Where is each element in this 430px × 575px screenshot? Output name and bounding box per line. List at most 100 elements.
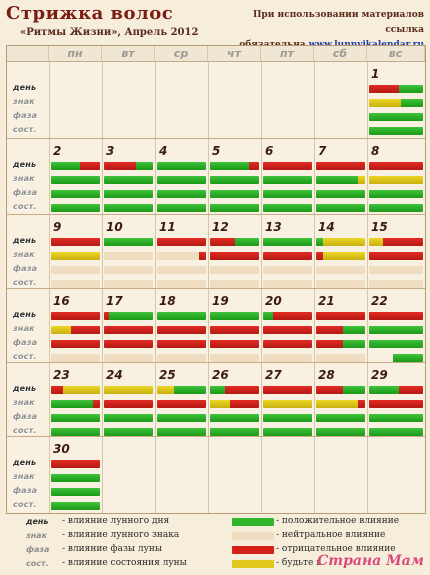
bar-segment xyxy=(234,238,259,246)
influence-bar xyxy=(369,99,423,107)
influence-bar xyxy=(316,354,365,362)
bar-segment xyxy=(342,340,365,348)
influence-bar xyxy=(157,386,206,394)
row-label-faza: фаза xyxy=(13,486,38,495)
bar-segment xyxy=(104,326,153,334)
influence-bar xyxy=(369,400,423,408)
influence-bar xyxy=(157,354,206,362)
influence-bar xyxy=(51,400,100,408)
influence-bar xyxy=(369,326,423,334)
influence-bar xyxy=(51,312,100,320)
bar-segment xyxy=(369,312,423,320)
row-divider xyxy=(7,288,425,289)
day-number: 21 xyxy=(318,294,335,308)
influence-bar xyxy=(51,474,100,482)
bar-segment xyxy=(104,252,153,260)
bar-segment xyxy=(51,190,100,198)
legend-description: - положительное влияние xyxy=(276,516,400,526)
influence-bar xyxy=(157,190,206,198)
bar-segment xyxy=(263,326,312,334)
influence-bar xyxy=(51,280,100,288)
row-label-znak: знак xyxy=(13,97,35,106)
bar-segment xyxy=(316,340,343,348)
influence-bar xyxy=(263,414,312,422)
bar-segment xyxy=(263,204,312,212)
bar-segment xyxy=(369,354,393,362)
bar-segment xyxy=(51,312,100,320)
legend-description: - влияние состояния луны xyxy=(62,558,187,568)
influence-bar xyxy=(369,190,423,198)
bar-segment xyxy=(263,280,312,288)
day-number: 11 xyxy=(159,220,176,234)
influence-bar xyxy=(104,326,153,334)
column-divider xyxy=(155,61,156,513)
column-divider xyxy=(314,61,315,513)
bar-segment xyxy=(157,428,206,436)
influence-bar xyxy=(51,414,100,422)
influence-bar xyxy=(263,238,312,246)
header-corner xyxy=(7,46,49,61)
row-label-sost: сост. xyxy=(13,278,37,287)
row-label-znak: знак xyxy=(13,324,35,333)
bar-segment xyxy=(369,113,423,121)
row-label-den: день xyxy=(13,310,37,319)
influence-bar xyxy=(51,190,100,198)
bar-segment xyxy=(51,340,100,348)
influence-bar xyxy=(104,280,153,288)
row-label-sost: сост. xyxy=(13,500,37,509)
influence-bar xyxy=(51,340,100,348)
bar-segment xyxy=(157,252,199,260)
influence-bar xyxy=(263,204,312,212)
bar-segment xyxy=(369,428,423,436)
influence-bar xyxy=(369,354,423,362)
legend-description: - влияние фазы луны xyxy=(62,544,163,554)
influence-bar xyxy=(157,162,206,170)
bar-segment xyxy=(210,414,259,422)
bar-segment xyxy=(263,400,312,408)
bar-segment xyxy=(401,99,423,107)
influence-bar xyxy=(157,414,206,422)
legend-row-label: день xyxy=(26,517,49,526)
influence-bar xyxy=(316,238,365,246)
bar-segment xyxy=(198,252,206,260)
influence-bar xyxy=(316,312,365,320)
bar-segment xyxy=(369,85,399,93)
influence-bar xyxy=(104,238,153,246)
bar-segment xyxy=(369,99,402,107)
bar-segment xyxy=(157,162,206,170)
bar-segment xyxy=(369,340,423,348)
bar-segment xyxy=(263,238,312,246)
bar-segment xyxy=(51,162,81,170)
day-number: 2 xyxy=(53,144,62,158)
influence-bar xyxy=(157,238,206,246)
row-label-znak: знак xyxy=(13,472,35,481)
influence-bar xyxy=(210,386,259,394)
day-number: 19 xyxy=(212,294,229,308)
influence-bar xyxy=(369,340,423,348)
row-divider xyxy=(7,61,425,62)
bar-segment xyxy=(157,266,206,274)
influence-bar xyxy=(51,238,100,246)
bar-segment xyxy=(263,386,312,394)
influence-bar xyxy=(263,280,312,288)
bar-segment xyxy=(210,354,259,362)
column-divider xyxy=(367,61,368,513)
influence-bar xyxy=(369,176,423,184)
influence-bar xyxy=(316,280,365,288)
bar-segment xyxy=(80,162,100,170)
bar-segment xyxy=(316,354,365,362)
influence-bar xyxy=(104,162,153,170)
notice-line-1: При использовании материалов ссылка xyxy=(252,10,424,35)
influence-bar xyxy=(316,204,365,212)
bar-segment xyxy=(263,266,312,274)
day-number: 17 xyxy=(106,294,123,308)
influence-bar xyxy=(157,280,206,288)
bar-segment xyxy=(104,176,153,184)
day-number: 23 xyxy=(53,368,70,382)
influence-bar xyxy=(157,326,206,334)
influence-bar xyxy=(369,428,423,436)
influence-bar xyxy=(210,428,259,436)
day-number: 27 xyxy=(265,368,282,382)
weekday-header: пн xyxy=(49,46,102,61)
